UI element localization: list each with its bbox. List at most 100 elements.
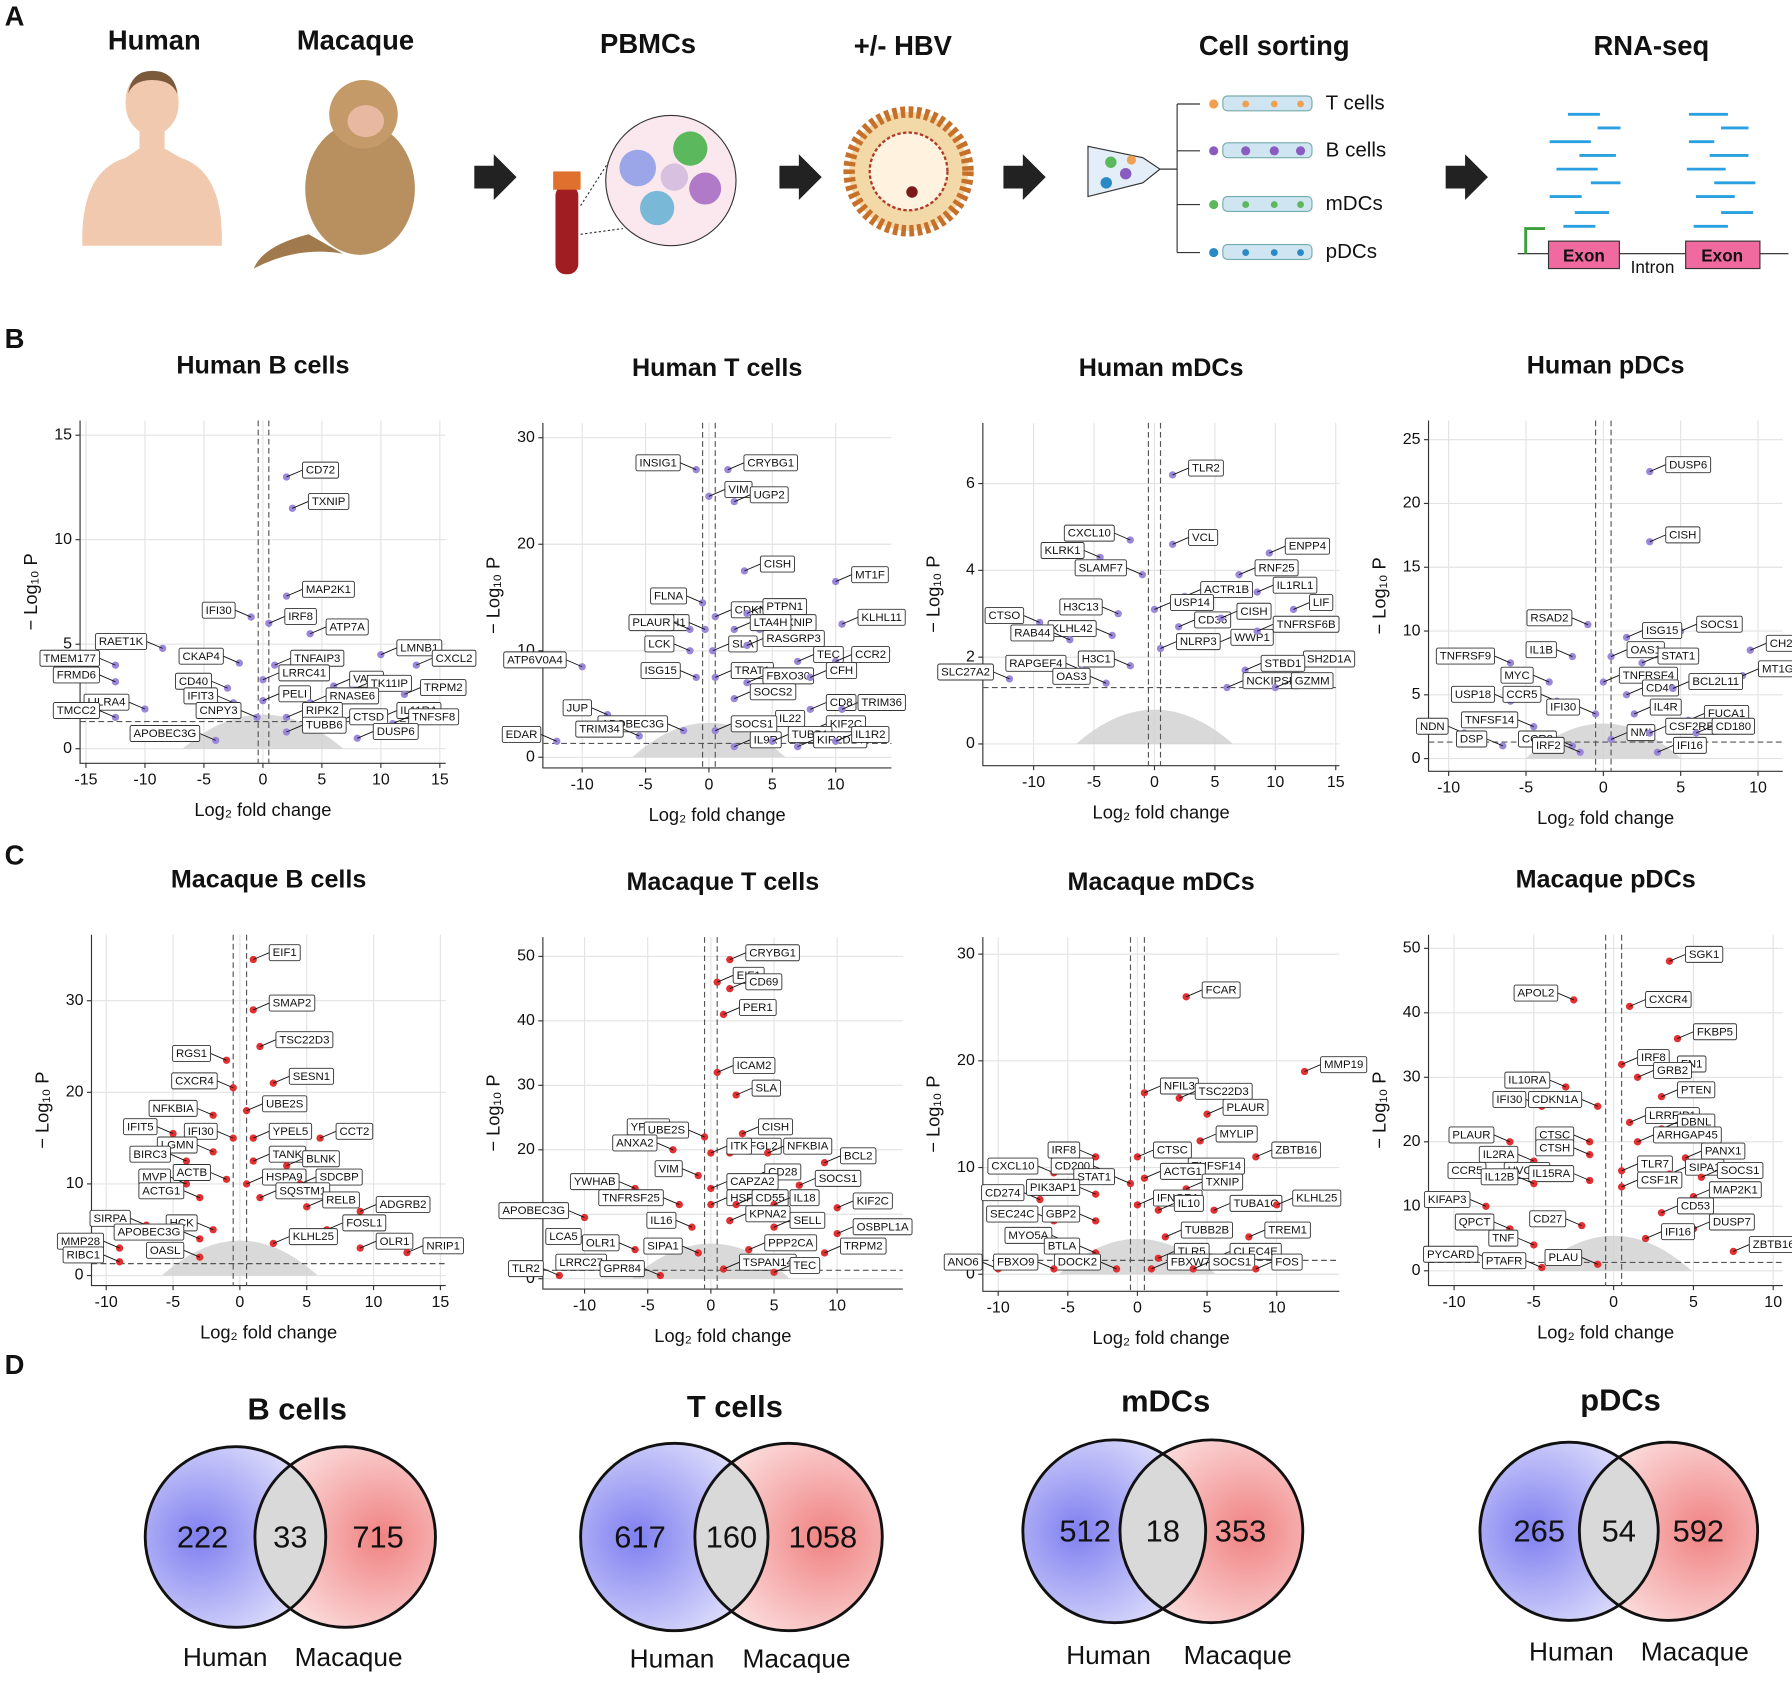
gene-label-box [1708,1213,1755,1231]
gene-label-box [1059,598,1103,616]
label-leader [1641,655,1659,664]
x-tick-label: -15 [74,772,97,789]
label-leader [196,1222,214,1231]
gene-label-box [278,685,311,703]
gene-label-box [1492,1091,1527,1108]
gene-label-box [1180,1221,1233,1239]
gene-label-box [1077,650,1115,668]
label-leader [416,657,433,666]
gene-label: OLR1 [586,1237,616,1249]
gene-label-box [650,587,688,605]
gene-label: CSF1R [1641,1175,1678,1187]
plot-title: Macaque B cells [171,866,367,894]
cell-dot [1119,167,1132,180]
gene-label: TRIM34 [579,724,620,736]
gene-label: TREM1 [1268,1225,1307,1237]
gene-label-box [195,702,242,719]
gene-label: YPEL5 [273,1126,309,1138]
gene-label-box [1004,1226,1053,1244]
label-leader [682,1168,699,1176]
gene-label-box [1292,1189,1342,1207]
x-tick-label: 10 [1764,1294,1782,1311]
gene-label-box [1711,717,1755,735]
label-leader [729,1213,746,1222]
gene-label-box [1309,594,1334,612]
gene-label-box [851,566,889,584]
gene-label-box [1529,1210,1567,1228]
label-leader [686,595,703,604]
label-leader [734,691,751,700]
gene-label-box [1272,615,1340,633]
cell-type: pDCs [1326,240,1377,263]
gene-label-box [1677,1081,1716,1099]
gene-label: PTAFR [1486,1255,1523,1267]
label-leader [196,1107,214,1116]
gene-label-box [739,999,777,1017]
label-leader [1680,623,1697,632]
venn-diagram: pDCs 265 54 592 Human Macaque [1478,1382,1760,1667]
gene-label: SLA [756,1083,778,1095]
y-tick-label: 0 [75,1267,84,1284]
label-leader [1206,1106,1224,1115]
venn-title: mDCs [1121,1383,1210,1418]
venn-count: 715 [352,1519,403,1554]
gene-label: BIRC3 [133,1149,167,1161]
label-leader [259,1190,277,1199]
label-leader [1269,545,1286,554]
gene-label: VCL [1192,532,1214,544]
gene-label-box [171,1072,218,1090]
gene-point [1584,620,1592,629]
y-tick-label: 10 [1403,1198,1421,1215]
gene-label: TMCC2 [57,705,96,717]
x-tick-label: 10 [372,772,390,789]
panel-letter: B [5,323,25,354]
label-leader [1637,1070,1654,1078]
gene-label-box [943,1253,983,1271]
gene-label-box [420,679,467,696]
gene-label-box [749,486,789,504]
label-leader [1053,632,1071,641]
gene-point [269,1079,277,1087]
gene-label-box [1532,736,1565,754]
label-leader [1573,1134,1590,1143]
y-axis-label: − Log₁₀ P [20,553,41,630]
plot-area [982,422,1340,766]
gene-label: IFI30 [1496,1094,1522,1106]
gene-label-box [52,702,100,719]
gene-label: SESN1 [293,1071,330,1083]
axis [982,422,1340,767]
gene-point [795,1181,803,1189]
x-tick-label: -10 [571,776,594,793]
x-axis-label: Log₂ fold change [1537,807,1674,828]
venn-diagram: T cells 617 160 1058 Human Macaque [579,1389,884,1673]
gene-label: KLHL42 [1052,623,1093,635]
label-leader [797,654,814,662]
label-leader [1275,680,1292,688]
gene-point [182,1157,191,1165]
label-leader [729,952,746,961]
label-leader [234,609,252,618]
venn-set-label: Human [630,1643,715,1673]
gene-label-box [178,647,224,665]
gene-label-box [852,1192,893,1210]
gene-label: QPCT [1459,1217,1491,1229]
gene-label: CCT2 [340,1126,370,1138]
gene-label: NFKBIA [153,1103,195,1115]
gene-label: HVCN1 [1508,1165,1547,1177]
y-tick-label: 2 [966,648,975,665]
axis [1427,420,1783,772]
gene-label: CD55 [756,1192,785,1204]
label-leader [292,501,309,509]
gene-label-box [749,683,797,701]
venn-overlap [1579,1442,1659,1621]
gene-point [1168,471,1177,479]
label-leader [767,1145,784,1154]
label-leader [667,723,684,732]
y-tick-label: 10 [957,1159,975,1176]
gene-label-box [89,1209,131,1227]
exon [1547,240,1620,270]
gene-label: CDKN1A [1532,1094,1579,1106]
gene-label-box [1535,1139,1575,1157]
gene-label: IL1R2 [855,729,885,741]
label-leader [1158,1250,1175,1259]
